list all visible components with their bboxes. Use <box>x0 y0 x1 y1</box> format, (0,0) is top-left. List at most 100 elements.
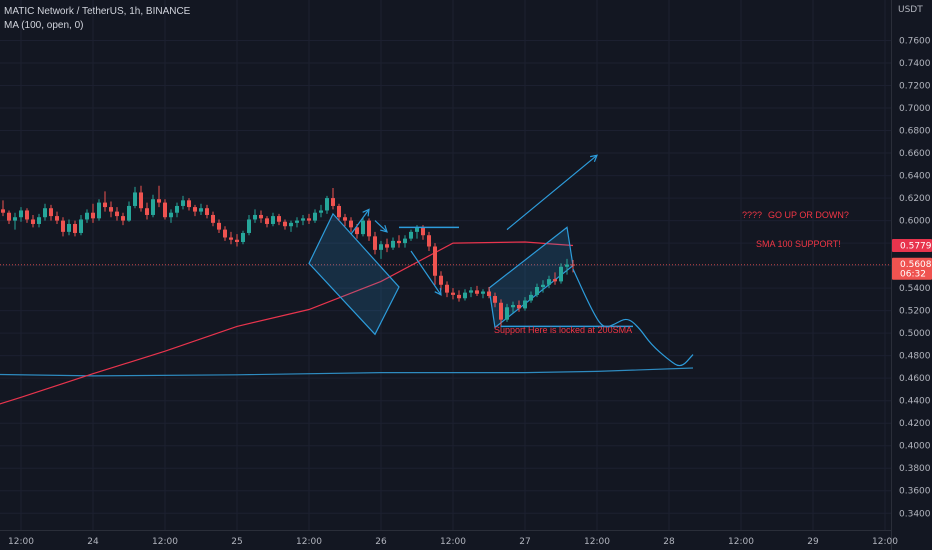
candle-body <box>535 287 539 295</box>
candle-body <box>343 217 347 221</box>
candles-group <box>1 185 575 328</box>
candle-body <box>79 219 83 233</box>
time-tick-label: 26 <box>375 537 387 547</box>
projection-path <box>572 268 694 367</box>
candle-body <box>151 199 155 215</box>
candle-body <box>325 198 329 211</box>
ma100-price-tag-label: 0.5779 <box>900 241 932 251</box>
candle-body <box>319 210 323 213</box>
price-tick-label: 0.6200 <box>899 194 931 204</box>
candle-body <box>349 220 353 228</box>
time-tick-label: 12:00 <box>296 537 322 547</box>
candle-body <box>277 216 281 222</box>
candle-body <box>271 216 275 224</box>
candle-body <box>247 219 251 233</box>
symbol-title: MATIC Network / TetherUS, 1h, BINANCE <box>4 6 191 17</box>
trend-arrow-head <box>362 208 370 217</box>
trend-arrow-head <box>434 287 442 296</box>
candle-body <box>403 238 407 244</box>
candle-body <box>451 292 455 295</box>
candle-body <box>235 239 239 242</box>
candle-body <box>571 264 575 266</box>
candle-body <box>283 221 287 227</box>
time-tick-label: 12:00 <box>728 537 754 547</box>
time-tick-label: 29 <box>807 537 819 547</box>
candle-body <box>517 305 521 309</box>
candle-body <box>481 291 485 294</box>
price-tick-label: 0.7600 <box>899 37 931 47</box>
price-tick-label: 0.6600 <box>899 149 931 159</box>
indicator-title: MA (100, open, 0) <box>4 20 84 31</box>
price-tick-label: 0.5200 <box>899 307 931 317</box>
candle-body <box>487 291 491 297</box>
time-tick-label: 12:00 <box>872 537 898 547</box>
candle-body <box>217 222 221 230</box>
candle-body <box>313 212 317 221</box>
candle-body <box>43 208 47 218</box>
annotation-question: ???? <box>742 210 762 220</box>
time-tick-label: 28 <box>663 537 675 547</box>
candle-body <box>505 307 509 320</box>
price-tick-label: 0.6800 <box>899 127 931 137</box>
last-price-tag <box>892 257 932 280</box>
candle-body <box>523 300 527 309</box>
candle-body <box>73 223 77 233</box>
candle-body <box>169 212 173 218</box>
candle-body <box>85 212 89 220</box>
price-tick-label: 0.4800 <box>899 352 931 362</box>
annotation-go-up-or-down: GO UP OR DOWN? <box>768 210 849 220</box>
candle-body <box>301 218 305 221</box>
candle-body <box>265 218 269 224</box>
candle-body <box>373 236 377 250</box>
price-tick-label: 0.5400 <box>899 284 931 294</box>
candle-body <box>103 202 107 208</box>
candle-body <box>229 237 233 240</box>
candle-body <box>391 240 395 248</box>
candle-body <box>397 240 401 244</box>
candle-body <box>139 192 143 209</box>
candle-body <box>511 305 515 308</box>
candle-body <box>331 198 335 206</box>
candle-body <box>541 284 545 288</box>
candle-body <box>133 192 137 206</box>
candle-body <box>19 210 23 218</box>
candle-body <box>559 266 563 282</box>
ma200-line <box>0 367 694 377</box>
trend-arrow <box>374 220 388 233</box>
candle-body <box>565 264 569 267</box>
chart-legend: MATIC Network / TetherUS, 1h, BINANCE MA… <box>4 5 190 33</box>
price-tick-label: 0.3600 <box>899 487 931 497</box>
candle-body <box>307 218 311 221</box>
candle-body <box>187 200 191 208</box>
candle-body <box>37 217 41 224</box>
time-tick-label: 12:00 <box>152 537 178 547</box>
candle-body <box>499 302 503 320</box>
candle-body <box>379 244 383 250</box>
last-price-tag-label: 0.5608 <box>900 260 932 270</box>
candle-body <box>493 296 497 303</box>
candle-body <box>157 199 161 203</box>
candle-body <box>433 246 437 276</box>
plot-area <box>0 0 891 530</box>
ma100-price-tag <box>892 238 932 252</box>
candle-body <box>223 229 227 238</box>
trend-arrow <box>410 250 442 296</box>
candle-body <box>547 279 551 285</box>
candle-body <box>475 290 479 294</box>
trend-arrow-head <box>590 154 598 163</box>
candle-body <box>91 212 95 219</box>
candle-body <box>289 222 293 227</box>
candle-body <box>193 207 197 212</box>
candle-body <box>439 275 443 285</box>
annotation-200sma-support: Support Here is locked at 200SMA <box>494 325 632 335</box>
candle-body <box>1 209 5 213</box>
candle-body <box>49 208 53 217</box>
candle-body <box>457 294 461 299</box>
candle-body <box>337 205 341 218</box>
candle-body <box>427 235 431 247</box>
countdown-tag-label: 06:32 <box>900 270 926 280</box>
price-tick-label: 0.6000 <box>899 217 931 227</box>
candle-body <box>553 279 557 282</box>
